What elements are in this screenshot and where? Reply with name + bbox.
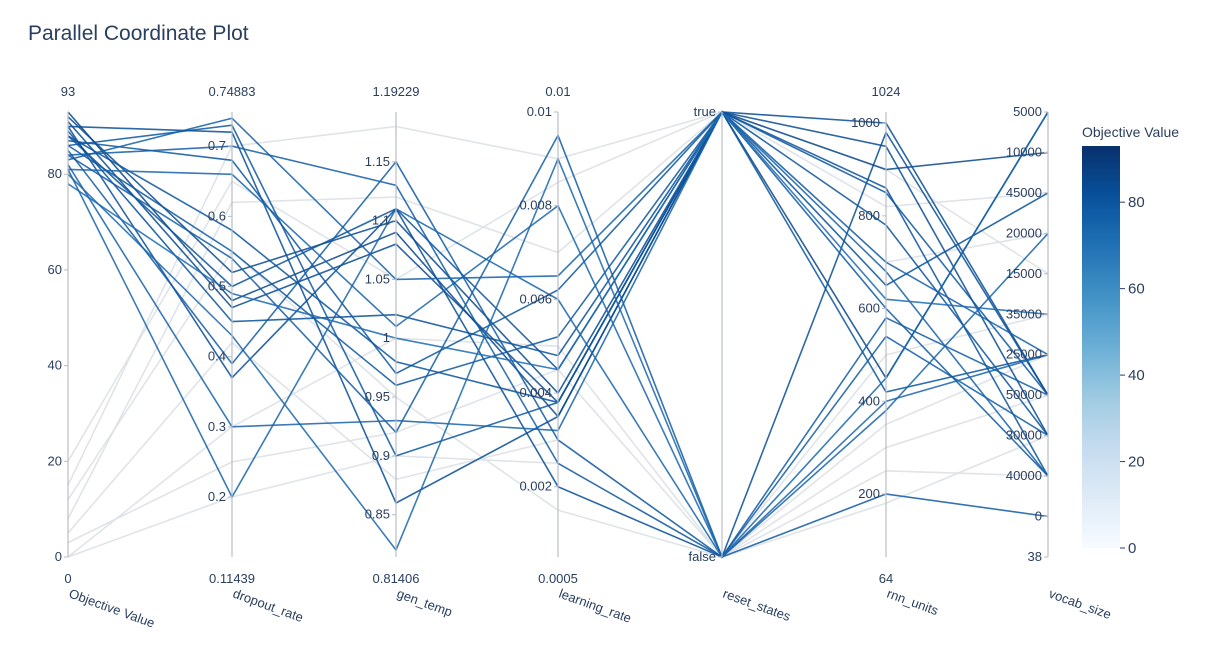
tick-label: 35000 (1006, 306, 1042, 321)
tick-label: 0.4 (208, 349, 226, 364)
tick-label: false (689, 549, 716, 564)
tick-label: 38 (1028, 549, 1042, 564)
tick-label: 0.006 (519, 291, 552, 306)
tick-label: 0.01 (527, 104, 552, 119)
tick-label: 0.3 (208, 419, 226, 434)
tick-label: 0.002 (519, 479, 552, 494)
tick-label: 1.15 (365, 154, 390, 169)
tick-label: 1 (383, 330, 390, 345)
tick-label: 15000 (1006, 266, 1042, 281)
colorbar: Objective Value 0 20 40 60 80 (1082, 124, 1179, 557)
tick-label: 20000 (1006, 225, 1042, 240)
tick-label: 600 (858, 301, 880, 316)
tick-label: 800 (858, 208, 880, 223)
tick-label: 30000 (1006, 428, 1042, 443)
tick-label: 0.6 (208, 208, 226, 223)
tick-label: 0.2 (208, 489, 226, 504)
tick-label: 20 (48, 453, 62, 468)
axis-label[interactable]: rnn_units (885, 586, 941, 619)
tick-label: 200 (858, 486, 880, 501)
axis-label[interactable]: dropout_rate (231, 586, 305, 625)
tick-label: 10000 (1006, 144, 1042, 159)
colorbar-tick-label: 40 (1128, 367, 1145, 384)
tick-label: 60 (48, 262, 62, 277)
axis-range-max: 93 (61, 84, 75, 99)
tick-label: 40000 (1006, 468, 1042, 483)
axis-range-max: 1024 (872, 84, 901, 99)
tick-label: 0.85 (365, 507, 390, 522)
tick-label: 0 (1035, 509, 1042, 524)
colorbar-tick-label: 0 (1128, 540, 1136, 557)
axis-range-min: 0.0005 (538, 571, 578, 586)
chart-title: Parallel Coordinate Plot (28, 22, 249, 45)
tick-label: true (694, 104, 716, 119)
axis-range-min: 0.11439 (209, 571, 255, 586)
colorbar-tick-label: 20 (1128, 454, 1145, 471)
colorbar-title: Objective Value (1082, 124, 1179, 140)
tick-label: 45000 (1006, 185, 1042, 200)
axis-range-min: 0 (64, 571, 71, 586)
axis-range-min: 0.81406 (373, 571, 420, 586)
tick-label: 0.008 (519, 198, 552, 213)
axis-range-max: 1.19229 (373, 84, 420, 99)
tick-label: 5000 (1013, 104, 1042, 119)
tick-label: 0.7 (208, 138, 226, 153)
tick-label: 1000 (851, 115, 880, 130)
tick-label: 0 (55, 549, 62, 564)
tick-label: 1.05 (365, 271, 390, 286)
axis-range-min: 64 (879, 571, 893, 586)
axis-label[interactable]: Objective Value (67, 586, 157, 631)
tick-label: 1.1 (372, 213, 390, 228)
tick-label: 0.5 (208, 279, 226, 294)
colorbar-tick-label: 80 (1128, 194, 1145, 211)
colorbar-tick-label: 60 (1128, 281, 1145, 298)
tick-label: 0.9 (372, 448, 390, 463)
tick-label: 50000 (1006, 387, 1042, 402)
axis-label[interactable]: vocab_size (1047, 586, 1113, 622)
axis-label[interactable]: gen_temp (395, 586, 454, 620)
tick-label: 25000 (1006, 347, 1042, 362)
tick-label: 40 (48, 358, 62, 373)
axis-range-max: 0.74883 (209, 84, 256, 99)
axis-label[interactable]: learning_rate (557, 586, 633, 626)
tick-label: 400 (858, 393, 880, 408)
colorbar-gradient (1082, 146, 1120, 548)
tick-label: 80 (48, 166, 62, 181)
tick-label: 0.004 (519, 385, 552, 400)
axis-label[interactable]: reset_states (721, 586, 793, 624)
tick-label: 0.95 (365, 389, 390, 404)
axis-range-max: 0.01 (545, 84, 570, 99)
